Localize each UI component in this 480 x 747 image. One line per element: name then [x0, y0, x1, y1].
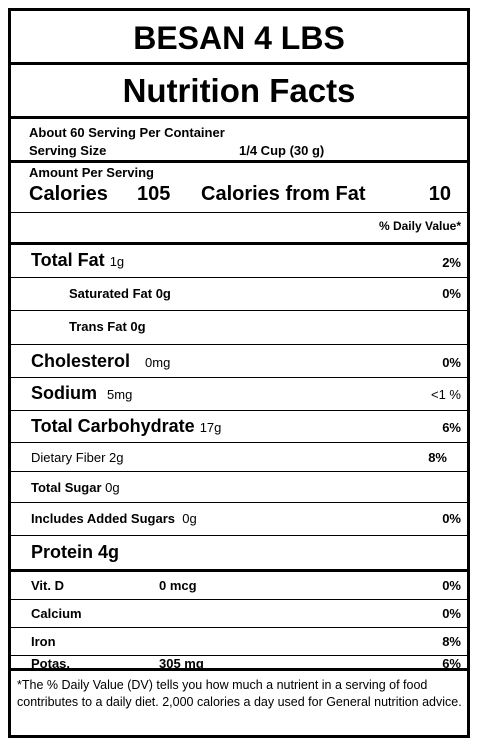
nutrient-dv: 6%: [442, 420, 461, 435]
row-sodium: Sodium 5mg <1 %: [11, 378, 467, 411]
nutrient-name: Protein 4g: [31, 542, 120, 562]
row-potassium: [11, 656, 467, 671]
row-cholesterol: Cholesterol 0mg 0%: [11, 345, 467, 378]
nutrient-dv: 0%: [442, 511, 461, 526]
amount-per-serving-label: Amount Per Serving: [29, 165, 154, 180]
nutrient-dv: 2%: [442, 255, 461, 270]
product-title: BESAN 4 LBS: [11, 11, 467, 65]
calories-from-fat-label: Calories from Fat: [201, 183, 366, 205]
calories-section: Amount Per Serving Calories 105 Calories…: [11, 163, 467, 213]
row-total-fat: Total Fat 1g 2%: [11, 245, 467, 278]
serving-size-value: 1/4 Cup (30 g): [239, 143, 325, 158]
nutrient-amount: 305 mg: [159, 656, 204, 671]
calories-label: Calories: [29, 183, 108, 205]
row-added-sugars: Includes Added Sugars 0g 0%: [11, 503, 467, 536]
nutrient-name: Total Sugar 0g: [31, 480, 120, 495]
nutrient-name: Cholesterol 0mg: [31, 351, 171, 371]
footnote: *The % Daily Value (DV) tells you how mu…: [17, 678, 462, 709]
serving-section: About 60 Serving Per Container Serving S…: [11, 119, 467, 163]
nutrient-name: Total Carbohydrate 17g: [31, 416, 222, 436]
row-iron: Iron 8%: [11, 628, 467, 656]
row-calcium: Calcium 0%: [11, 600, 467, 628]
nutrient-name: Vit. D: [31, 578, 64, 593]
row-dietary-fiber: Dietary Fiber 2g 8%: [11, 443, 467, 472]
row-total-carbohydrate: Total Carbohydrate 17g 6%: [11, 411, 467, 443]
nutrition-label: BESAN 4 LBS Nutrition Facts About 60 Ser…: [8, 8, 470, 738]
nutrient-dv: 0%: [442, 355, 461, 370]
servings-per-container: About 60 Serving Per Container: [29, 125, 225, 140]
nutrient-dv: <1 %: [431, 387, 461, 402]
row-protein: Protein 4g: [11, 536, 467, 572]
nutrient-name: Dietary Fiber 2g: [31, 450, 124, 465]
nutrient-dv: 6%: [442, 656, 461, 671]
nutrient-name: Total Fat 1g: [31, 250, 125, 270]
nutrient-name: Iron: [31, 634, 56, 649]
row-trans-fat: Trans Fat 0g: [11, 311, 467, 345]
nutrient-name: Saturated Fat 0g: [69, 286, 171, 301]
nutrient-dv: 0%: [442, 578, 461, 593]
nutrient-dv: 8%: [442, 634, 461, 649]
nutrient-name: Potas.: [31, 656, 71, 671]
panel-title: Nutrition Facts: [11, 65, 467, 119]
nutrient-name: Trans Fat 0g: [69, 319, 146, 334]
daily-value-header: % Daily Value*: [11, 213, 467, 245]
nutrient-name: Sodium 5mg: [31, 383, 133, 403]
row-vitamin-d: Vit. D 0 mcg 0%: [11, 572, 467, 600]
nutrient-amount: 0 mcg: [159, 578, 197, 593]
nutrient-dv: 0%: [442, 286, 461, 301]
calories-value: 105: [137, 183, 171, 205]
nutrient-dv: 0%: [442, 606, 461, 621]
nutrient-dv: 8%: [428, 450, 447, 465]
nutrient-name: Includes Added Sugars 0g: [31, 511, 197, 526]
row-saturated-fat: Saturated Fat 0g 0%: [11, 278, 467, 311]
nutrient-name: Calcium: [31, 606, 82, 621]
serving-size-label: Serving Size: [29, 143, 107, 158]
daily-value-header-text: % Daily Value*: [378, 219, 461, 233]
row-total-sugar: Total Sugar 0g: [11, 472, 467, 503]
calories-from-fat-value: 10: [428, 183, 451, 205]
